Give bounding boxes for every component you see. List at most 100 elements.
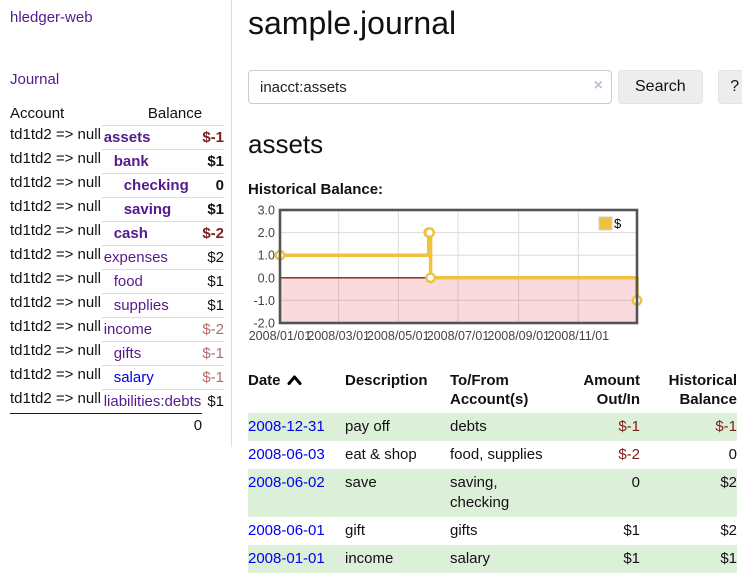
x-tick-label: 2008/07/01	[427, 329, 490, 343]
app-brand-link[interactable]: hledger-web	[10, 9, 93, 26]
help-button[interactable]: ?	[717, 70, 742, 104]
transaction-accounts: food, supplies	[450, 446, 543, 463]
transaction-date-link[interactable]: 2008-06-03	[248, 446, 325, 463]
register-row: 2008-12-31 pay off debts $-1 $-1	[248, 413, 737, 441]
search-input[interactable]	[248, 70, 612, 104]
y-tick-label: 3.0	[258, 204, 275, 218]
accounts-header-account: Account	[10, 105, 65, 123]
account-link-expenses[interactable]: expenses	[103, 249, 168, 266]
account-link-bank[interactable]: bank	[113, 153, 149, 170]
account-heading: assets	[248, 129, 324, 159]
register-header-to-from-account-s-[interactable]: To/From Account(s)	[450, 372, 529, 408]
y-tick-label: -2.0	[253, 317, 275, 331]
transaction-accounts: gifts	[450, 522, 478, 539]
y-tick-label: 0.0	[258, 271, 275, 285]
transaction-balance: $-1	[715, 418, 737, 435]
account-link-income[interactable]: income	[103, 321, 153, 338]
sidebar: hledger-web Journal Account Balance td1t…	[0, 0, 232, 447]
account-link-supplies[interactable]: supplies	[113, 297, 169, 314]
transaction-description: income	[345, 550, 394, 567]
transaction-amount: 0	[631, 474, 640, 491]
account-row: td1td2 => null bank $1	[10, 149, 224, 174]
account-row: td1td2 => null liabilities:debts $1	[10, 389, 224, 414]
transaction-date-link[interactable]: 2008-06-02	[248, 474, 325, 491]
account-link-food[interactable]: food	[113, 273, 143, 290]
account-balance: $1	[202, 149, 224, 174]
account-row: td1td2 => null checking 0	[10, 173, 224, 198]
y-tick-label: -1.0	[253, 294, 275, 308]
account-balance: $1	[202, 269, 224, 294]
legend-label: $	[614, 216, 622, 231]
transaction-description: save	[345, 474, 377, 491]
account-balance: $-1	[202, 125, 224, 150]
transaction-date-link[interactable]: 2008-12-31	[248, 418, 325, 435]
account-link-salary[interactable]: salary	[113, 369, 154, 386]
transaction-accounts: debts	[450, 418, 487, 435]
transaction-date-link[interactable]: 2008-06-01	[248, 522, 325, 539]
x-tick-label: 2008/03/01	[307, 329, 370, 343]
sidebar-item-journal[interactable]: Journal	[10, 71, 60, 88]
search-button[interactable]: Search	[618, 70, 703, 104]
chart-svg: $3.0 2.0 1.0 0.0 -1.0 -2.02008/01/012008/03/0…	[249, 204, 643, 343]
account-row: td1td2 => null expenses $2	[10, 245, 224, 270]
account-link-assets[interactable]: assets	[103, 129, 151, 146]
transaction-date-link[interactable]: 2008-01-01	[248, 550, 325, 567]
account-row: td1td2 => null salary $-1	[10, 365, 224, 390]
account-balance: $-2	[202, 221, 224, 246]
transaction-amount: $-1	[618, 418, 640, 435]
register-row: 2008-01-01 income salary $1 $1	[248, 545, 737, 573]
x-tick-label: 2008/11/01	[547, 329, 609, 343]
account-balance: $1	[202, 293, 224, 318]
y-tick-label: 2.0	[258, 226, 275, 240]
register-header-description[interactable]: Description	[345, 372, 428, 389]
legend-swatch	[598, 216, 613, 231]
account-balance: $-2	[202, 317, 224, 342]
account-link-gifts[interactable]: gifts	[113, 345, 142, 362]
transaction-accounts: saving, checking	[450, 474, 510, 511]
sort-ascending-icon	[287, 375, 302, 385]
register-row: 2008-06-01 gift gifts $1 $2	[248, 517, 737, 545]
transaction-balance: $2	[720, 522, 737, 539]
register-header-date[interactable]: Date	[248, 369, 345, 413]
register-header-row: Date Description To/From Account(s) Amount …	[248, 369, 737, 413]
account-balance: $-1	[202, 365, 224, 390]
chart-label: Historical Balance:	[248, 181, 384, 198]
transaction-amount: $1	[623, 522, 640, 539]
register-header-amount-out-in[interactable]: Amount Out/In	[583, 372, 640, 408]
account-row: td1td2 => null income $-2	[10, 317, 224, 342]
register-row: 2008-06-03 eat & shop food, supplies $-2 0	[248, 441, 737, 469]
transaction-balance: $2	[720, 474, 737, 491]
accounts-header-balance: Balance	[147, 105, 203, 122]
register-header-historical-balance[interactable]: Historical Balance	[668, 372, 737, 408]
accounts-table: Account Balance td1td2 => null assets $-1 t…	[10, 103, 224, 437]
transaction-balance: 0	[728, 446, 737, 463]
transaction-description: pay off	[345, 418, 390, 435]
account-row: td1td2 => null cash $-2	[10, 221, 224, 246]
y-tick-label: 1.0	[258, 249, 275, 263]
account-link-saving[interactable]: saving	[123, 201, 172, 218]
accounts-header-row: Account Balance	[10, 103, 224, 126]
accounts-total-row: 0	[10, 413, 224, 437]
account-row: td1td2 => null food $1	[10, 269, 224, 294]
account-row: td1td2 => null saving $1	[10, 197, 224, 222]
account-link-cash[interactable]: cash	[113, 225, 148, 242]
page-title: sample.journal	[248, 5, 457, 41]
transaction-amount: $1	[623, 550, 640, 567]
account-row: td1td2 => null gifts $-1	[10, 341, 224, 366]
x-tick-label: 2008/09/01	[487, 329, 550, 343]
clear-search-icon[interactable]: ×	[593, 77, 603, 94]
account-balance: 0	[202, 173, 224, 198]
transaction-balance: $1	[720, 550, 737, 567]
x-tick-label: 2008/05/01	[367, 329, 430, 343]
account-link-checking[interactable]: checking	[123, 177, 189, 194]
transaction-description: gift	[345, 522, 366, 539]
transaction-accounts: salary	[450, 550, 491, 567]
account-balance: $2	[202, 245, 224, 270]
transaction-amount: $-2	[618, 446, 640, 463]
account-balance: $-1	[202, 341, 224, 366]
account-balance: $1	[202, 389, 224, 414]
account-link-liabilities-debts[interactable]: liabilities:debts	[103, 393, 202, 410]
account-row: td1td2 => null assets $-1	[10, 125, 224, 150]
register-table: Date Description To/From Account(s) Amount …	[248, 369, 737, 573]
